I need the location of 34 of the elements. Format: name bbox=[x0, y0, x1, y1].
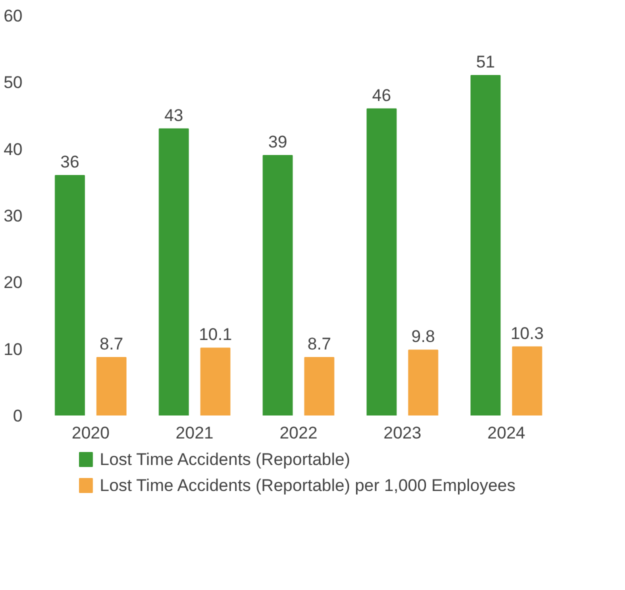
bar bbox=[304, 357, 334, 416]
data-label: 10.1 bbox=[198, 325, 232, 344]
legend-label: Lost Time Accidents (Reportable) bbox=[100, 450, 350, 469]
data-label: 43 bbox=[164, 106, 184, 125]
bar bbox=[512, 346, 542, 416]
data-label: 39 bbox=[268, 132, 288, 152]
legend-label: Lost Time Accidents (Reportable) per 1,000 Employees bbox=[100, 476, 516, 495]
x-tick-label: 2021 bbox=[176, 424, 214, 442]
y-tick-label: 40 bbox=[4, 140, 23, 159]
x-tick-label: 2024 bbox=[487, 424, 526, 442]
y-tick-label: 20 bbox=[4, 273, 23, 292]
y-tick-label: 0 bbox=[13, 406, 23, 426]
data-label: 9.8 bbox=[411, 327, 436, 346]
y-tick-label: 30 bbox=[4, 206, 23, 226]
x-tick-label: 2022 bbox=[280, 424, 318, 442]
data-label: 8.7 bbox=[100, 334, 124, 354]
data-label: 36 bbox=[60, 152, 80, 172]
data-label: 51 bbox=[476, 52, 496, 72]
x-tick-label: 2023 bbox=[384, 424, 422, 442]
y-tick-label: 60 bbox=[4, 6, 23, 26]
data-label: 46 bbox=[372, 86, 392, 105]
bar bbox=[408, 350, 438, 416]
x-tick-label: 2020 bbox=[72, 424, 110, 442]
bar bbox=[200, 348, 230, 416]
bar bbox=[54, 175, 85, 416]
data-label: 8.7 bbox=[307, 334, 332, 354]
bar bbox=[366, 108, 397, 416]
bar bbox=[470, 75, 501, 416]
data-label: 10.3 bbox=[510, 324, 544, 343]
y-tick-label: 50 bbox=[4, 73, 23, 92]
y-tick-label: 10 bbox=[4, 340, 23, 359]
bar bbox=[158, 128, 189, 416]
bar bbox=[96, 357, 126, 416]
bar bbox=[262, 155, 293, 416]
